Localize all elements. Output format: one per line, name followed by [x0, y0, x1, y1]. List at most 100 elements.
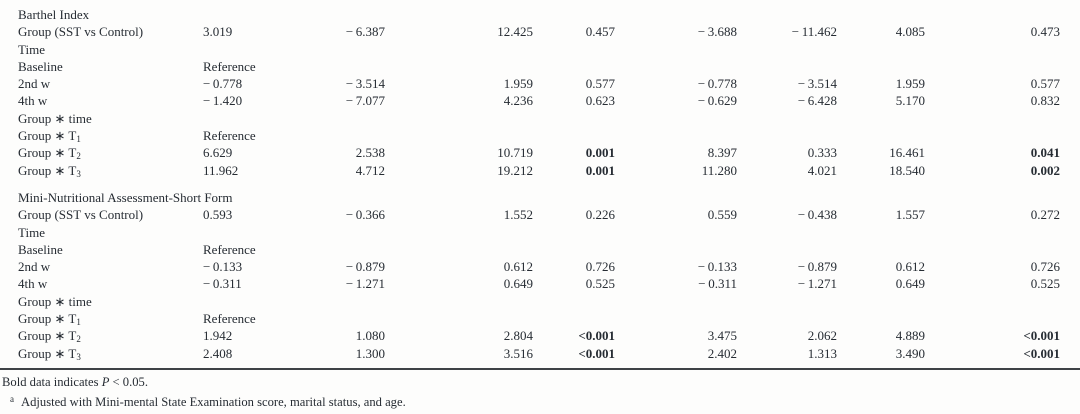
table-cell: − 6.387	[345, 24, 385, 40]
row-label: Group (SST vs Control)	[18, 207, 144, 223]
table-cell: − 0.366	[345, 207, 385, 223]
table-cell: 2.408	[203, 345, 233, 361]
table-cell	[533, 58, 615, 75]
table-cell	[533, 224, 615, 241]
table-cell	[385, 58, 533, 75]
row-label: 4th w	[18, 93, 48, 109]
table-row: Group ∗ T1 Reference	[18, 127, 1060, 144]
table-cell: Reference	[203, 58, 256, 74]
table-cell	[615, 224, 737, 241]
table-cell	[837, 224, 925, 241]
table-row: Baseline Reference	[18, 58, 1060, 75]
table-cell	[615, 41, 737, 58]
table-cell: 1.959	[895, 76, 925, 92]
row-label: 4th w	[18, 276, 48, 292]
table-cell: 11.280	[701, 162, 737, 178]
table-cell	[385, 310, 533, 327]
row-label-subscript: 2	[76, 151, 81, 162]
table-cell	[615, 241, 737, 258]
table-cell	[925, 241, 1060, 258]
table-row: Group ∗ T3 2.408 1.300 3.516 <0.001 2.402 1.31…	[18, 345, 1060, 362]
table-row: Group (SST vs Control) 3.019 − 6.387 12.425…	[18, 23, 1060, 40]
table-cell: − 0.133	[697, 259, 737, 275]
table-cell: 3.516	[503, 345, 533, 361]
table-row: 2nd w − 0.133 − 0.879 0.612 0.726 − 0.133 − 0.…	[18, 258, 1060, 275]
table-cell	[925, 310, 1060, 327]
table-cell: 0.577	[1030, 76, 1060, 92]
table-cell: 0.525	[585, 276, 615, 292]
table-cell	[615, 293, 737, 310]
table-cell: 1.557	[895, 207, 925, 223]
table-cell	[737, 110, 837, 127]
table-cell	[925, 58, 1060, 75]
table-cell: 0.473	[1030, 24, 1060, 40]
row-label-subscript: 3	[76, 168, 81, 179]
table-cell	[737, 310, 837, 327]
table-cell	[290, 224, 385, 241]
table-cell: − 1.271	[797, 276, 837, 292]
table-cell	[615, 127, 737, 144]
table-cell: <0.001	[578, 328, 615, 344]
table-cell: 6.629	[203, 145, 233, 161]
table-cell: 1.942	[203, 328, 233, 344]
row-label: Mini-Nutritional Assessment-Short Form	[18, 189, 233, 205]
table-cell: 12.425	[497, 24, 533, 40]
table-cell: 8.397	[707, 145, 737, 161]
table-cell: 0.333	[807, 145, 837, 161]
table-cell: 18.540	[889, 162, 925, 178]
footnote-bold-indicates: Bold data indicates P < 0.05.	[2, 374, 1080, 391]
table-cell: 0.559	[707, 207, 737, 223]
table-cell: 0.457	[585, 24, 615, 40]
footnote-bold-post: < 0.05.	[109, 374, 148, 389]
table-cell: − 7.077	[345, 93, 385, 109]
table-cell: − 0.311	[203, 276, 242, 292]
row-label: Group ∗ time	[18, 110, 92, 126]
table-cell: 1.313	[807, 345, 837, 361]
row-label: Group ∗ T3	[18, 345, 81, 362]
table-cell: 0.577	[585, 76, 615, 92]
table-cell: − 0.879	[797, 259, 837, 275]
table-row: Time	[18, 224, 1060, 241]
table-section: Mini-Nutritional Assessment-Short Form Gr…	[18, 189, 1060, 362]
table-cell	[203, 189, 290, 206]
table-cell: 10.719	[497, 145, 533, 161]
row-label-subscript: 2	[76, 334, 81, 345]
table-cell	[737, 58, 837, 75]
table-cell	[385, 127, 533, 144]
table-cell: 4.889	[895, 328, 925, 344]
table-cell	[615, 6, 737, 23]
table-row: Group ∗ T3 11.962 4.712 19.212 0.001 11.280 4.…	[18, 162, 1060, 179]
table-body: Barthel Index Group (SST vs Control) 3.019…	[18, 6, 1060, 362]
table-cell	[290, 241, 385, 258]
table-cell: 0.612	[895, 259, 925, 275]
table-cell: − 0.879	[345, 259, 385, 275]
table-cell: − 11.462	[791, 24, 837, 40]
table-cell	[203, 293, 290, 310]
table-cell: 0.623	[585, 93, 615, 109]
table-cell	[533, 41, 615, 58]
table-cell	[837, 241, 925, 258]
table-cell	[925, 127, 1060, 144]
table-cell	[837, 310, 925, 327]
table-cell: 0.041	[1030, 145, 1060, 161]
table-row: Time	[18, 41, 1060, 58]
table-cell: 1.552	[503, 207, 533, 223]
table-cell: 0.726	[585, 259, 615, 275]
row-label-subscript: 1	[76, 134, 81, 145]
row-label: 2nd w	[18, 259, 51, 275]
table-cell	[837, 110, 925, 127]
row-label: Baseline	[18, 241, 63, 257]
table-cell: 3.475	[707, 328, 737, 344]
row-label: Group ∗ T2	[18, 328, 81, 345]
table-cell	[533, 241, 615, 258]
table-cell: − 0.778	[697, 76, 737, 92]
table-cell: − 0.778	[203, 76, 243, 92]
table-cell: Reference	[203, 311, 256, 327]
table-cell	[290, 110, 385, 127]
table-cell	[737, 41, 837, 58]
table-cell	[533, 310, 615, 327]
table-cell	[385, 189, 533, 206]
table-row: Group (SST vs Control) 0.593 − 0.366 1.552 0…	[18, 206, 1060, 223]
table-cell: − 6.428	[797, 93, 837, 109]
